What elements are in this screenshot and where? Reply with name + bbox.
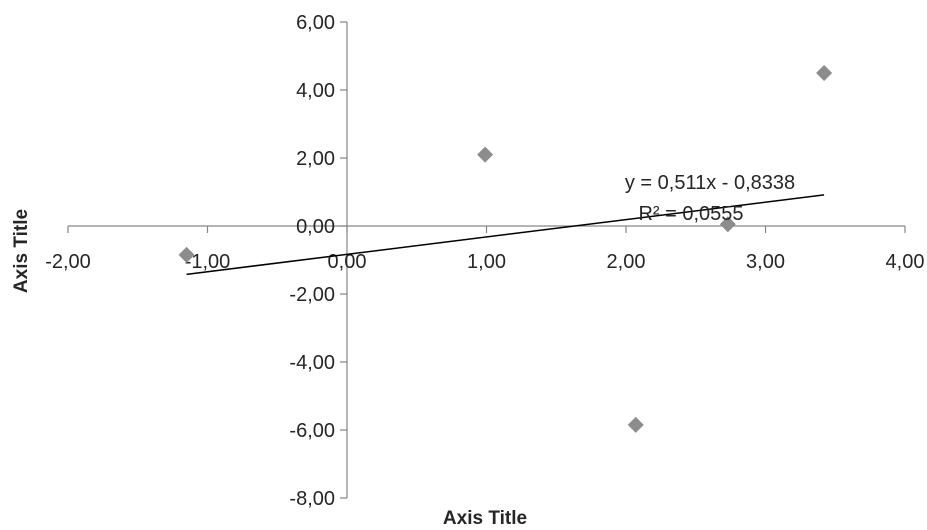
x-tick-label: 2,00 <box>607 251 646 273</box>
x-tick-label: 1,00 <box>467 251 506 273</box>
y-tick-label: -6,00 <box>289 420 335 442</box>
y-tick-label: 6,00 <box>296 12 335 34</box>
y-tick-label: -4,00 <box>289 352 335 374</box>
data-points <box>178 65 833 433</box>
axis-ticks: -2,00 -1,00 0,00 1,00 2,00 3,00 4,00 -8,00 -6,00… <box>45 12 924 510</box>
x-axis-title: Axis Title <box>443 508 527 529</box>
x-tick-label: -2,00 <box>45 251 91 273</box>
y-tick-label: -2,00 <box>289 284 335 306</box>
data-point <box>719 216 736 233</box>
y-axis-title: Axis Title <box>11 209 32 293</box>
y-tick-label: -8,00 <box>289 488 335 510</box>
x-tick-label: -1,00 <box>185 251 231 273</box>
labels: y = 0,511x - 0,8338 R² = 0,0555 Axis Tit… <box>11 172 795 529</box>
data-point <box>178 246 195 263</box>
trendline-r-squared: R² = 0,0555 <box>638 203 743 225</box>
x-tick-label: 0,00 <box>328 251 367 273</box>
y-tick-label: 0,00 <box>296 216 335 238</box>
trendline-equation: y = 0,511x - 0,8338 <box>625 172 795 194</box>
x-tick-label: 3,00 <box>746 251 785 273</box>
trendline-group <box>186 194 825 276</box>
data-point <box>816 65 833 81</box>
y-tick-label: 4,00 <box>296 80 335 102</box>
data-point <box>477 146 494 163</box>
trendline <box>186 194 825 276</box>
x-tick-label: 4,00 <box>886 251 925 273</box>
data-point <box>627 416 644 433</box>
y-tick-label: 2,00 <box>296 148 335 170</box>
